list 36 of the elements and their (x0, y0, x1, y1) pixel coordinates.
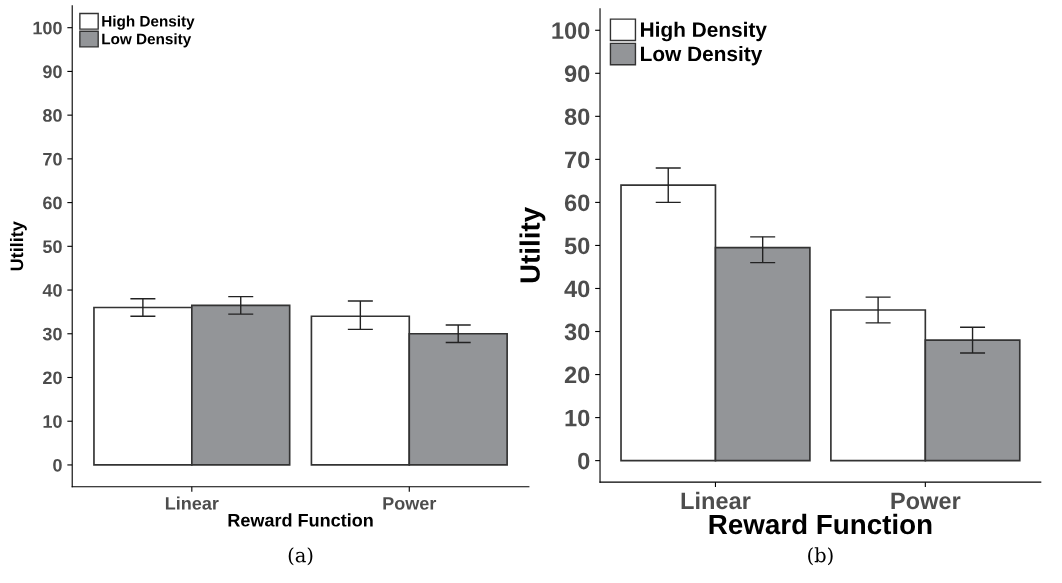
y-tick-label: 80 (42, 109, 62, 122)
text: (b) (808, 547, 833, 566)
y-tick-label: 90 (564, 65, 590, 83)
y-tick-label: 0 (53, 458, 62, 472)
y-tick-label: 80 (564, 108, 590, 126)
legend-label: Low Density (102, 33, 192, 48)
x-axis-title: Reward Function (228, 513, 373, 527)
y-tick-label: 60 (564, 194, 590, 212)
y-tick-label: 0 (578, 452, 590, 470)
x-tick-label: Power (383, 497, 437, 510)
y-axis-title: Utility (519, 207, 546, 283)
y-tick-label: 20 (43, 371, 62, 385)
x-tick-label: Power (891, 492, 961, 510)
y-tick-label: 60 (43, 196, 62, 210)
y-tick-label: 10 (565, 409, 590, 427)
y-tick-label: 100 (552, 22, 590, 40)
y-tick-label: 100 (33, 21, 62, 35)
y-tick-label: 90 (43, 65, 62, 79)
y-tick-label: 30 (564, 323, 590, 341)
y-tick-label: 20 (564, 366, 590, 384)
x-tick-label: Linear (165, 496, 219, 510)
y-tick-label: 50 (564, 237, 590, 255)
y-tick-label: 70 (43, 152, 62, 166)
y-tick-label: 50 (42, 240, 62, 254)
y-tick-label: 40 (42, 283, 62, 297)
legend-label: High Density (641, 21, 767, 42)
legend-label: High Density (102, 15, 195, 30)
y-tick-label: 70 (565, 151, 590, 169)
y-tick-label: 10 (43, 415, 62, 428)
x-axis-title: Reward Function (709, 513, 932, 535)
y-tick-label: 30 (42, 327, 62, 341)
text: (a) (288, 547, 313, 566)
x-tick-label: Linear (681, 491, 751, 510)
y-axis-title: Utility (9, 221, 27, 271)
y-tick-label: 40 (564, 280, 590, 298)
legend-label: Low Density (641, 45, 763, 66)
